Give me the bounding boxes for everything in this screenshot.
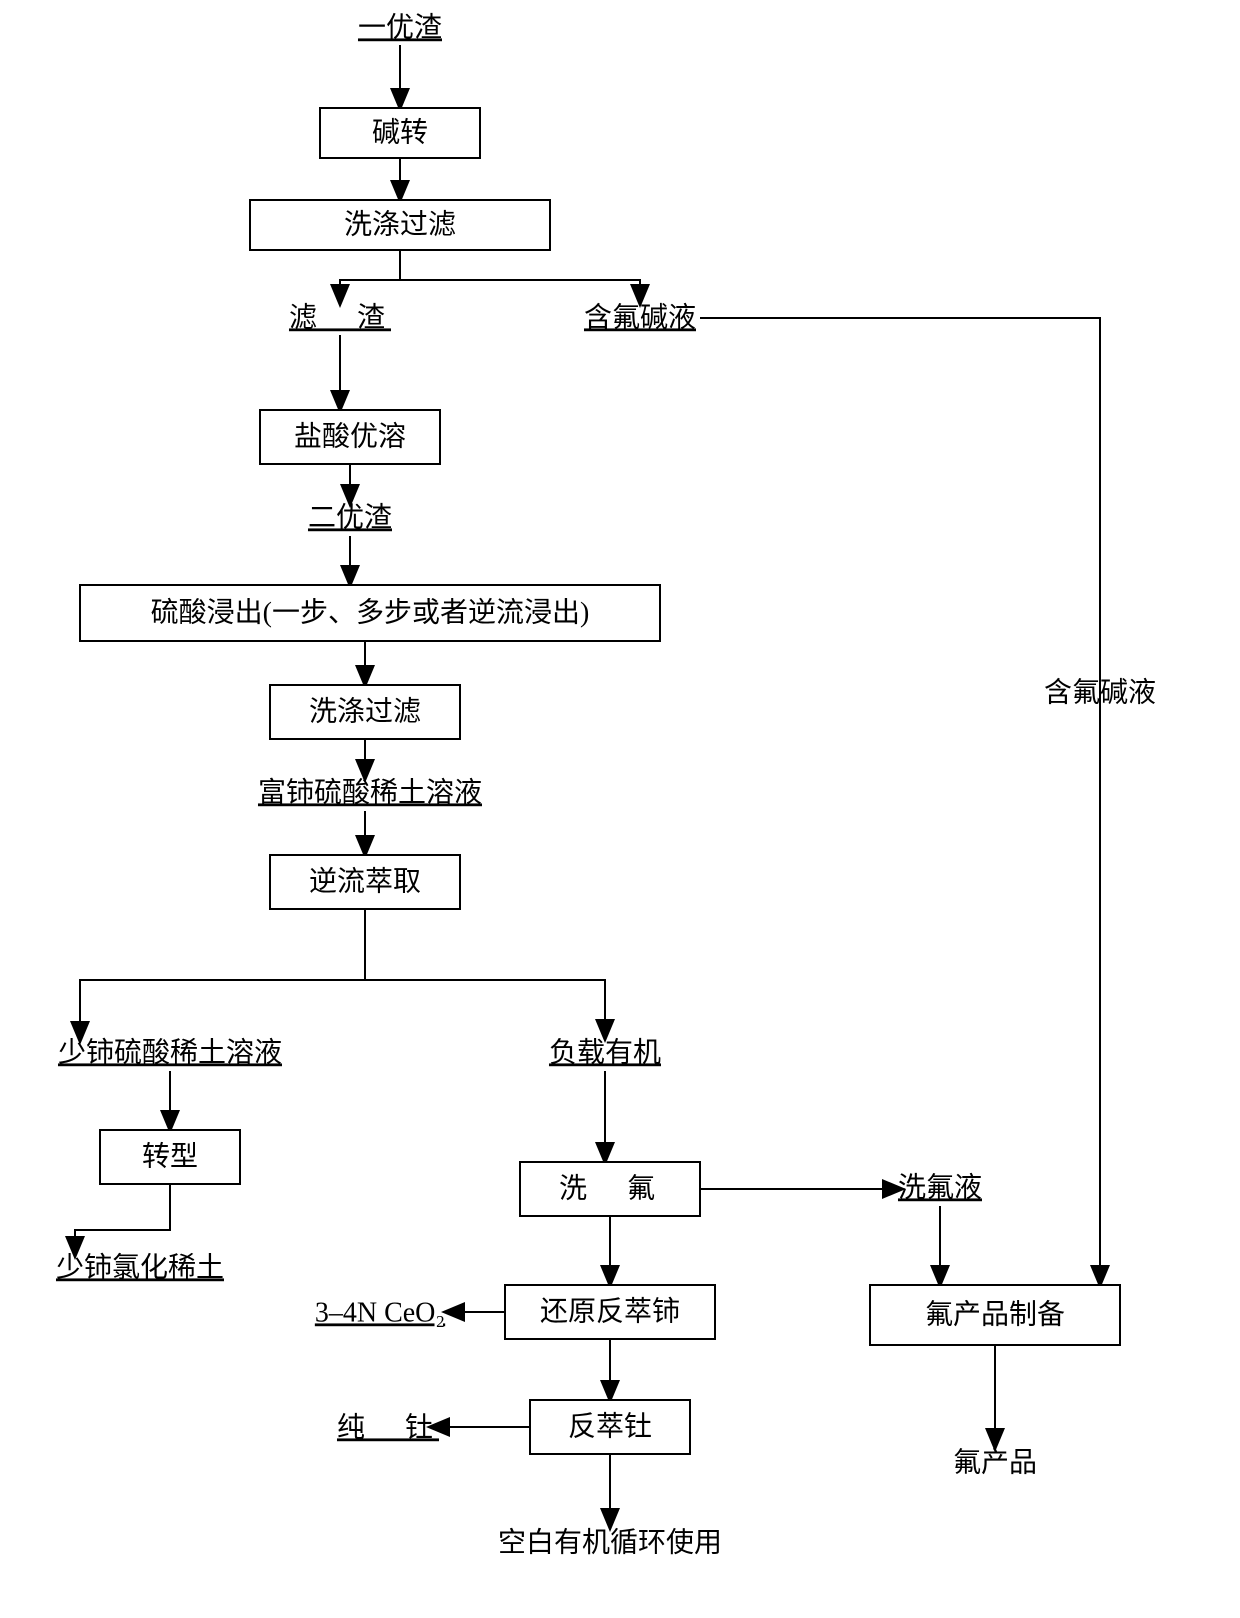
text-falk_side: 含氟碱液 <box>1044 676 1156 708</box>
box-label-n6: 逆流萃取 <box>309 865 421 897</box>
text-recycle: 空白有机循环使用 <box>498 1526 722 1558</box>
text-washf: 洗氟液 <box>898 1171 982 1203</box>
text-start: 一优渣 <box>358 11 442 43</box>
text-ceo2: 3–4N CeO₂ <box>315 1297 445 1328</box>
text-rich: 富铈硫酸稀土溶液 <box>258 776 482 808</box>
box-label-n11: 氟产品制备 <box>925 1298 1065 1330</box>
edge <box>75 1184 170 1256</box>
box-label-n9: 还原反萃铈 <box>540 1295 680 1327</box>
edge <box>365 980 605 1039</box>
text-r2: 二优渣 <box>308 501 392 533</box>
nodes-layer: 一优渣碱转洗涤过滤滤 渣含氟碱液盐酸优溶二优渣硫酸浸出(一步、多步或者逆流浸出)… <box>56 11 1156 1558</box>
text-lesscl: 少铈氯化稀土 <box>56 1251 224 1283</box>
box-label-n4: 硫酸浸出(一步、多步或者逆流浸出) <box>151 596 590 628</box>
box-label-n1: 碱转 <box>372 116 428 148</box>
text-load: 负载有机 <box>549 1036 661 1068</box>
edge <box>400 280 640 304</box>
box-label-n8: 洗 氟 <box>559 1172 661 1204</box>
text-falk: 含氟碱液 <box>584 301 696 333</box>
text-pureth: 纯 钍 <box>337 1411 439 1443</box>
text-filt: 滤 渣 <box>289 301 391 333</box>
box-label-n5: 洗涤过滤 <box>309 695 421 727</box>
edge <box>700 318 1100 1070</box>
box-label-n3: 盐酸优溶 <box>294 420 406 452</box>
box-label-n7: 转型 <box>142 1140 198 1172</box>
box-label-n2: 洗涤过滤 <box>344 208 456 240</box>
text-fprod: 氟产品 <box>953 1446 1037 1478</box>
box-label-n10: 反萃钍 <box>568 1410 652 1442</box>
text-less: 少铈硫酸稀土溶液 <box>58 1036 282 1068</box>
edge <box>340 280 400 304</box>
flowchart-canvas: 一优渣碱转洗涤过滤滤 渣含氟碱液盐酸优溶二优渣硫酸浸出(一步、多步或者逆流浸出)… <box>0 0 1240 1618</box>
edge <box>80 980 365 1039</box>
